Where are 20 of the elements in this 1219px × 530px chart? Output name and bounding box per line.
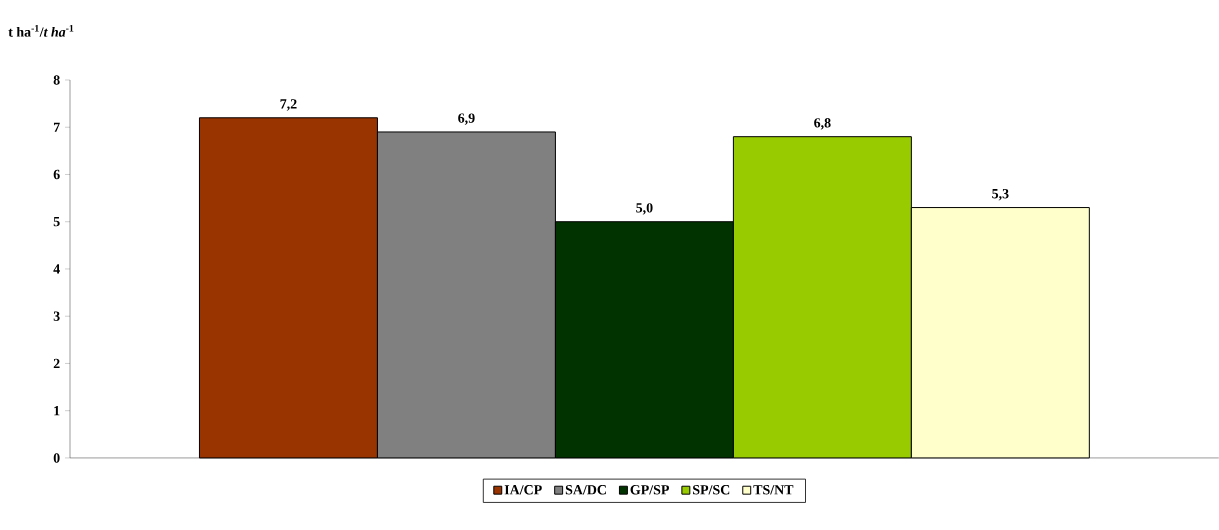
y-axis-title: t ha$^{-1}$/t ha$^{-1}$ bbox=[8, 24, 74, 37]
y-tick-label: 7 bbox=[53, 122, 60, 132]
legend-label: IA/CP bbox=[504, 485, 542, 495]
legend-label: GP/SP bbox=[630, 485, 669, 495]
y-tick-label: 4 bbox=[53, 264, 60, 274]
y-tick-label: 0 bbox=[53, 453, 60, 463]
data-label: 5,0 bbox=[636, 203, 653, 215]
data-label: 7,2 bbox=[280, 99, 297, 111]
y-tick-label: 1 bbox=[54, 406, 60, 416]
data-label: 6,8 bbox=[814, 118, 831, 130]
legend-label: TS/NT bbox=[753, 485, 794, 495]
y-tick-label: 5 bbox=[53, 217, 60, 227]
legend-label: SP/SC bbox=[693, 485, 730, 495]
data-label: 5,3 bbox=[992, 189, 1009, 201]
y-tick-label: 2 bbox=[53, 358, 60, 369]
data-label: 6,9 bbox=[458, 113, 475, 125]
y-tick-label: 8 bbox=[53, 75, 60, 85]
y-tick-label: 3 bbox=[53, 311, 60, 321]
y-tick-label: 6 bbox=[53, 169, 60, 180]
legend-label: SA/DC bbox=[565, 485, 606, 495]
